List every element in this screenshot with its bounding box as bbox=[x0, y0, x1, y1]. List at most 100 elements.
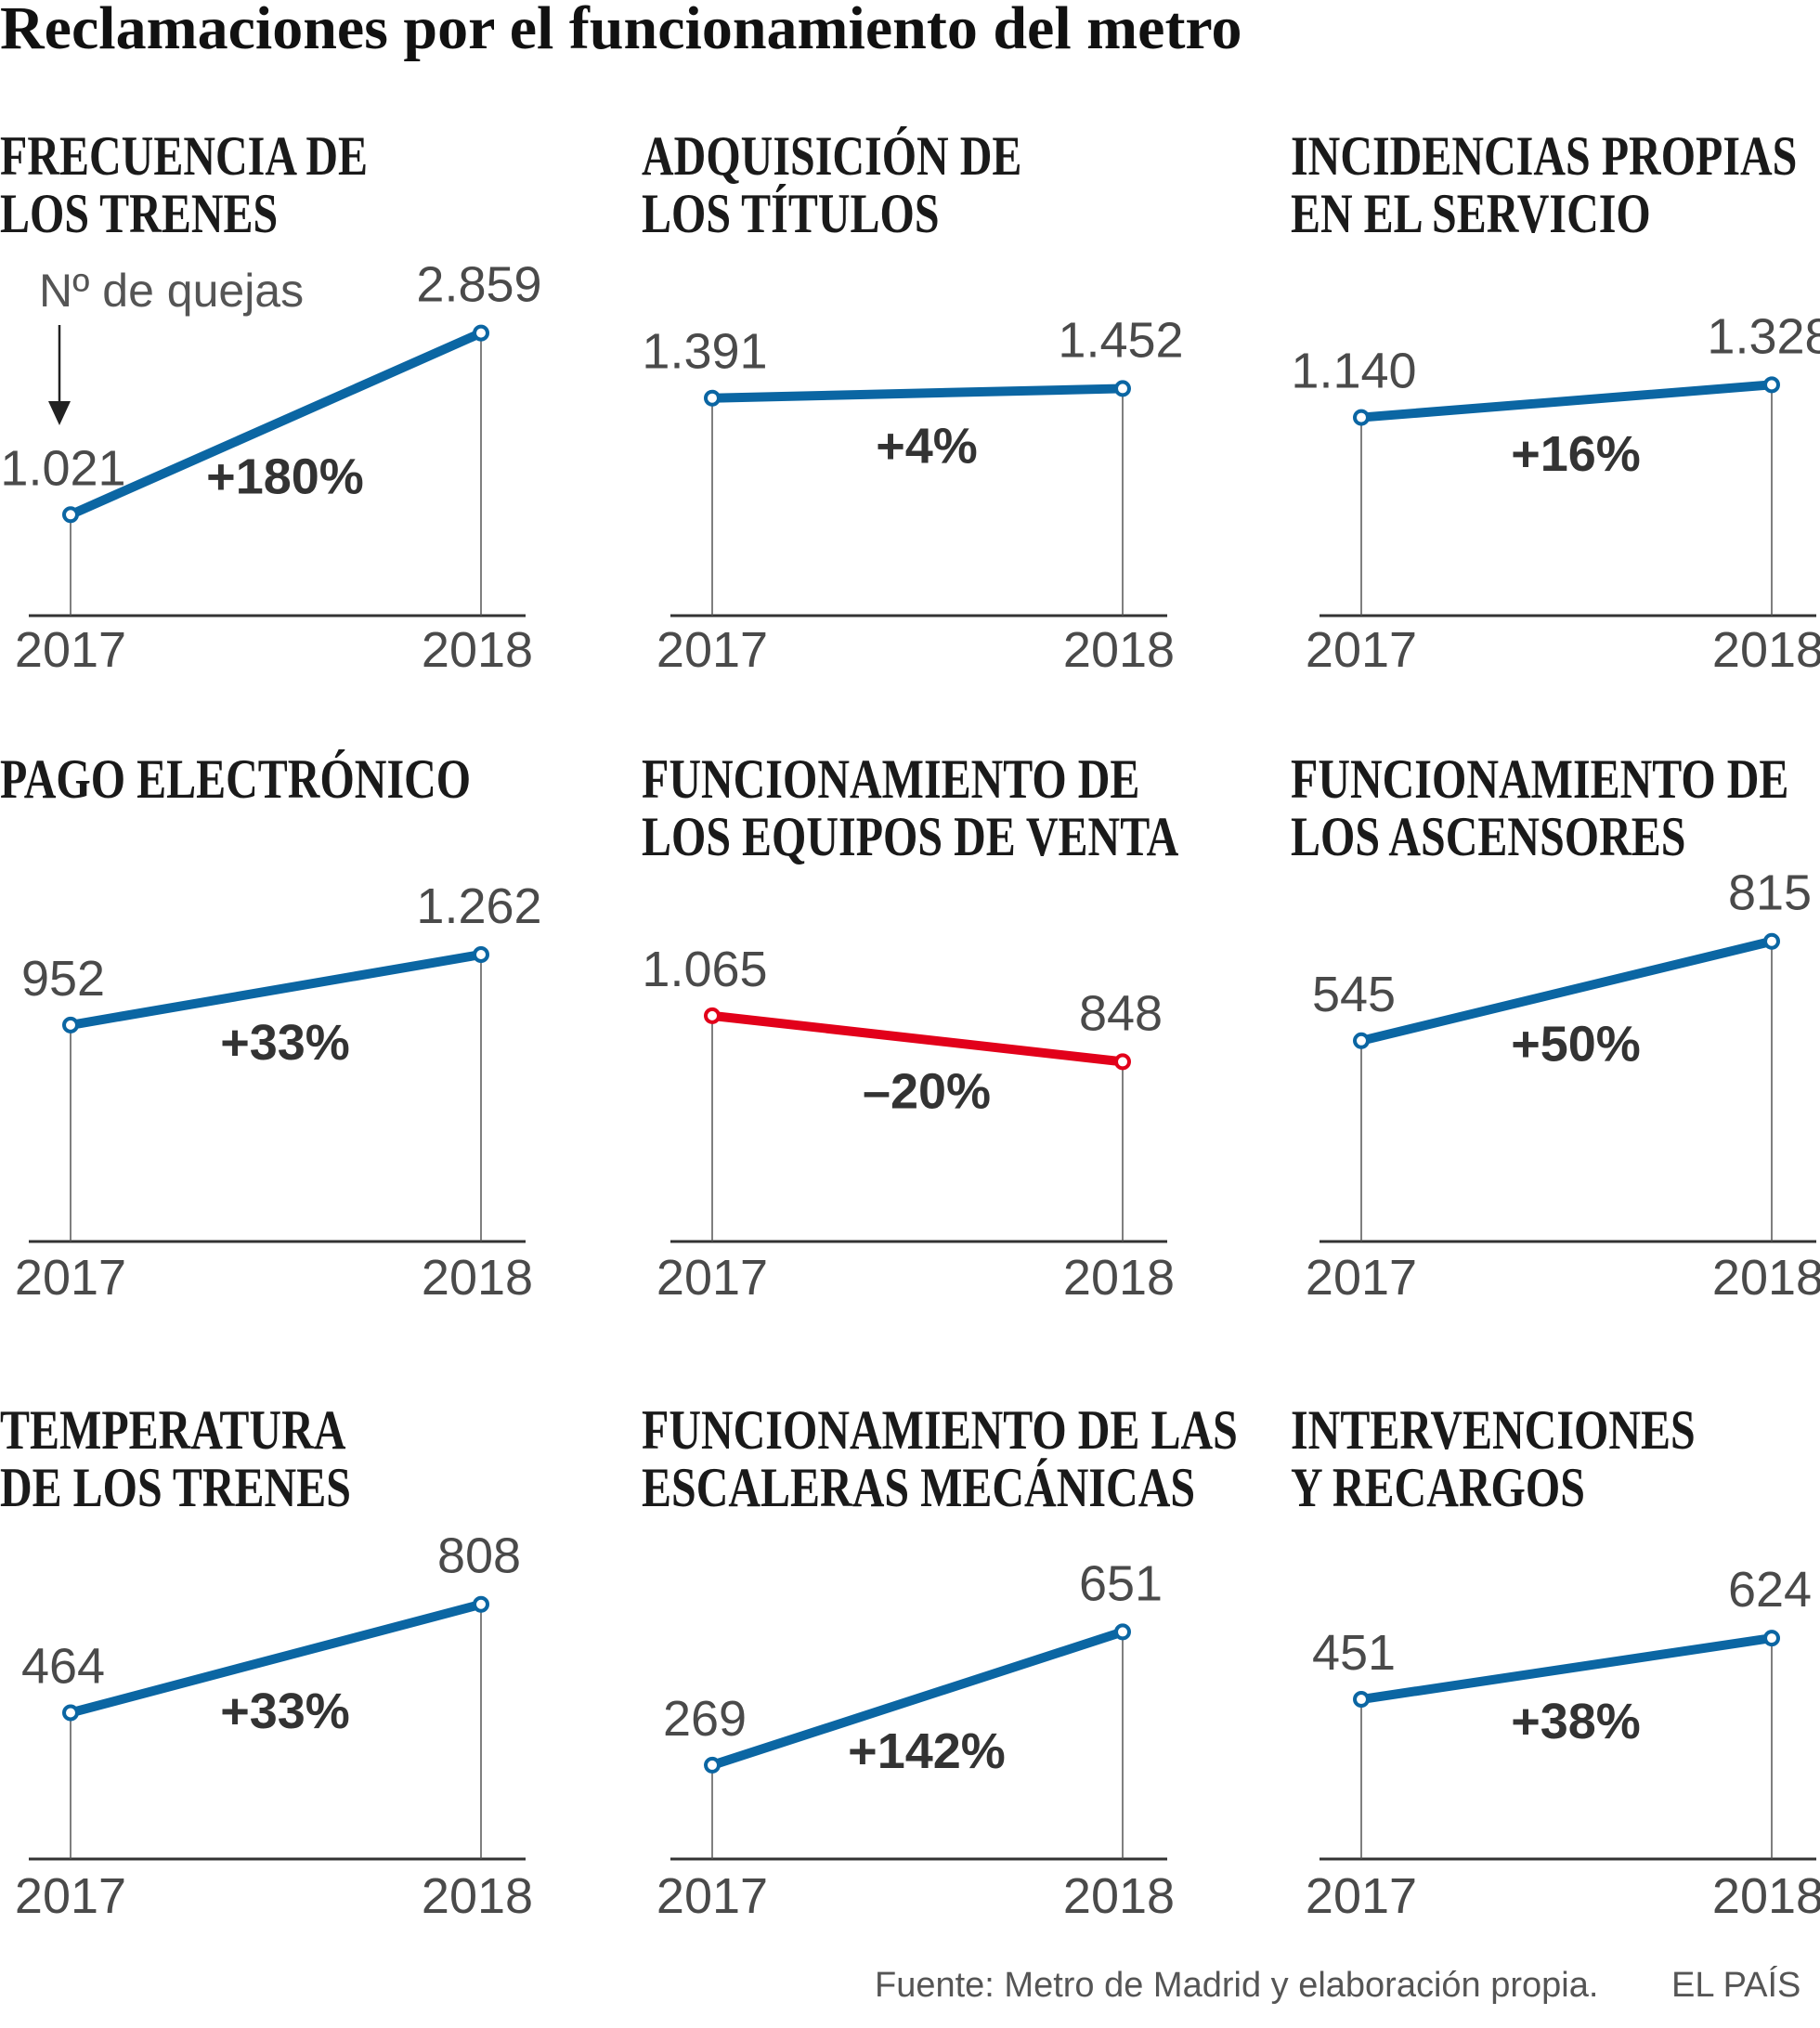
data-point-2017 bbox=[1353, 1032, 1370, 1049]
x-tick-label: 2018 bbox=[422, 622, 533, 678]
x-tick-label: 2017 bbox=[15, 622, 126, 678]
value-label-2017: 952 bbox=[21, 951, 105, 1007]
x-tick-label: 2018 bbox=[1063, 1250, 1175, 1306]
x-tick-label: 2018 bbox=[1712, 622, 1820, 678]
panel-title: FUNCIONAMIENTO DE bbox=[642, 748, 1139, 810]
x-tick-label: 2017 bbox=[656, 1250, 768, 1306]
change-label: +50% bbox=[1511, 1016, 1641, 1072]
change-label: +33% bbox=[220, 1684, 350, 1739]
panel-4: PAGO ELECTRÓNICO 952 1.262 +33% 2017 2018 bbox=[0, 748, 542, 1306]
panel-title: EN EL SERVICIO bbox=[1291, 183, 1651, 244]
x-tick-label: 2018 bbox=[1712, 1250, 1820, 1306]
arrow-head-icon bbox=[48, 401, 71, 425]
value-label-2017: 451 bbox=[1312, 1625, 1396, 1681]
data-point-2017 bbox=[1353, 1691, 1370, 1709]
series-line bbox=[66, 1599, 486, 1718]
series-line bbox=[1357, 380, 1776, 422]
chart-title: Reclamaciones por el funcionamiento del … bbox=[0, 0, 1242, 62]
change-label: +38% bbox=[1511, 1694, 1641, 1749]
x-tick-label: 2018 bbox=[422, 1250, 533, 1306]
panel-title: LOS TRENES bbox=[0, 183, 278, 244]
value-label-2017: 1.140 bbox=[1291, 344, 1416, 399]
data-point-2018 bbox=[473, 945, 489, 963]
series-line bbox=[708, 1627, 1127, 1770]
data-point-2017 bbox=[704, 1756, 721, 1774]
data-point-2017 bbox=[1353, 409, 1370, 426]
data-point-2017 bbox=[62, 1704, 79, 1722]
change-label: +4% bbox=[876, 419, 978, 474]
data-point-2018 bbox=[1114, 380, 1131, 397]
data-point-2018 bbox=[1763, 1630, 1780, 1647]
series-line bbox=[708, 384, 1127, 403]
data-point-2017 bbox=[704, 389, 721, 407]
value-label-2018: 1.262 bbox=[416, 878, 541, 934]
value-label-2018: 651 bbox=[1079, 1555, 1163, 1611]
panel-title: Y RECARGOS bbox=[1291, 1457, 1585, 1518]
panel-title: INCIDENCIAS PROPIAS bbox=[1291, 125, 1797, 187]
value-label-2017: 1.021 bbox=[0, 440, 125, 496]
series-line bbox=[66, 949, 486, 1030]
panel-title: LOS ASCENSORES bbox=[1291, 806, 1685, 867]
panel-title: FUNCIONAMIENTO DE LAS bbox=[642, 1399, 1238, 1461]
series-line bbox=[708, 1010, 1127, 1067]
value-label-2017: 1.065 bbox=[642, 942, 767, 997]
x-tick-label: 2018 bbox=[1063, 1868, 1175, 1924]
panel-title: PAGO ELECTRÓNICO bbox=[0, 748, 471, 810]
x-tick-label: 2018 bbox=[422, 1868, 533, 1924]
x-tick-label: 2017 bbox=[656, 1868, 768, 1924]
source-note: Fuente: Metro de Madrid y elaboración pr… bbox=[875, 1966, 1598, 2005]
value-label-2017: 545 bbox=[1312, 967, 1396, 1022]
series-line bbox=[1357, 1633, 1776, 1705]
panel-title: DE LOS TRENES bbox=[0, 1457, 351, 1518]
panel-title: FUNCIONAMIENTO DE bbox=[1291, 748, 1788, 810]
value-label-2018: 1.452 bbox=[1058, 312, 1183, 368]
brand-logo: EL PAÍS bbox=[1671, 1965, 1800, 2005]
panel-title: LOS TÍTULOS bbox=[642, 183, 940, 244]
value-label-2017: 464 bbox=[21, 1639, 105, 1695]
data-point-2018 bbox=[1763, 376, 1780, 394]
panel-title: FRECUENCIA DE bbox=[0, 125, 368, 187]
x-tick-label: 2018 bbox=[1712, 1868, 1820, 1924]
x-tick-label: 2017 bbox=[1306, 1868, 1417, 1924]
x-tick-label: 2017 bbox=[1306, 1250, 1417, 1306]
x-tick-label: 2017 bbox=[15, 1868, 126, 1924]
change-label: +180% bbox=[206, 448, 364, 504]
series-line bbox=[66, 328, 486, 520]
x-tick-label: 2018 bbox=[1063, 622, 1175, 678]
value-label-2018: 1.328 bbox=[1707, 308, 1820, 364]
value-label-2017: 1.391 bbox=[642, 324, 767, 380]
data-point-2018 bbox=[1114, 1623, 1131, 1641]
value-label-2018: 815 bbox=[1728, 865, 1812, 921]
change-label: +142% bbox=[848, 1723, 1006, 1779]
panel-title: ESCALERAS MECÁNICAS bbox=[642, 1457, 1195, 1518]
annotation-label: Nº de quejas bbox=[39, 265, 304, 317]
data-point-2018 bbox=[473, 324, 489, 342]
data-point-2018 bbox=[473, 1595, 489, 1613]
change-label: –20% bbox=[863, 1064, 991, 1120]
value-label-2018: 2.859 bbox=[416, 257, 541, 313]
panel-title: ADQUISICIÓN DE bbox=[642, 125, 1021, 187]
data-point-2017 bbox=[62, 506, 79, 524]
data-point-2017 bbox=[704, 1007, 721, 1024]
x-tick-label: 2017 bbox=[15, 1250, 126, 1306]
value-label-2017: 269 bbox=[663, 1691, 747, 1747]
change-label: +33% bbox=[220, 1015, 350, 1071]
data-point-2017 bbox=[62, 1016, 79, 1034]
panel-title: LOS EQUIPOS DE VENTA bbox=[642, 806, 1178, 867]
panel-title: INTERVENCIONES bbox=[1291, 1399, 1696, 1461]
data-point-2018 bbox=[1763, 932, 1780, 950]
change-label: +16% bbox=[1511, 426, 1641, 482]
value-label-2018: 848 bbox=[1079, 985, 1163, 1041]
panel-title: TEMPERATURA bbox=[0, 1399, 345, 1461]
value-label-2018: 808 bbox=[437, 1528, 521, 1584]
x-tick-label: 2017 bbox=[1306, 622, 1417, 678]
